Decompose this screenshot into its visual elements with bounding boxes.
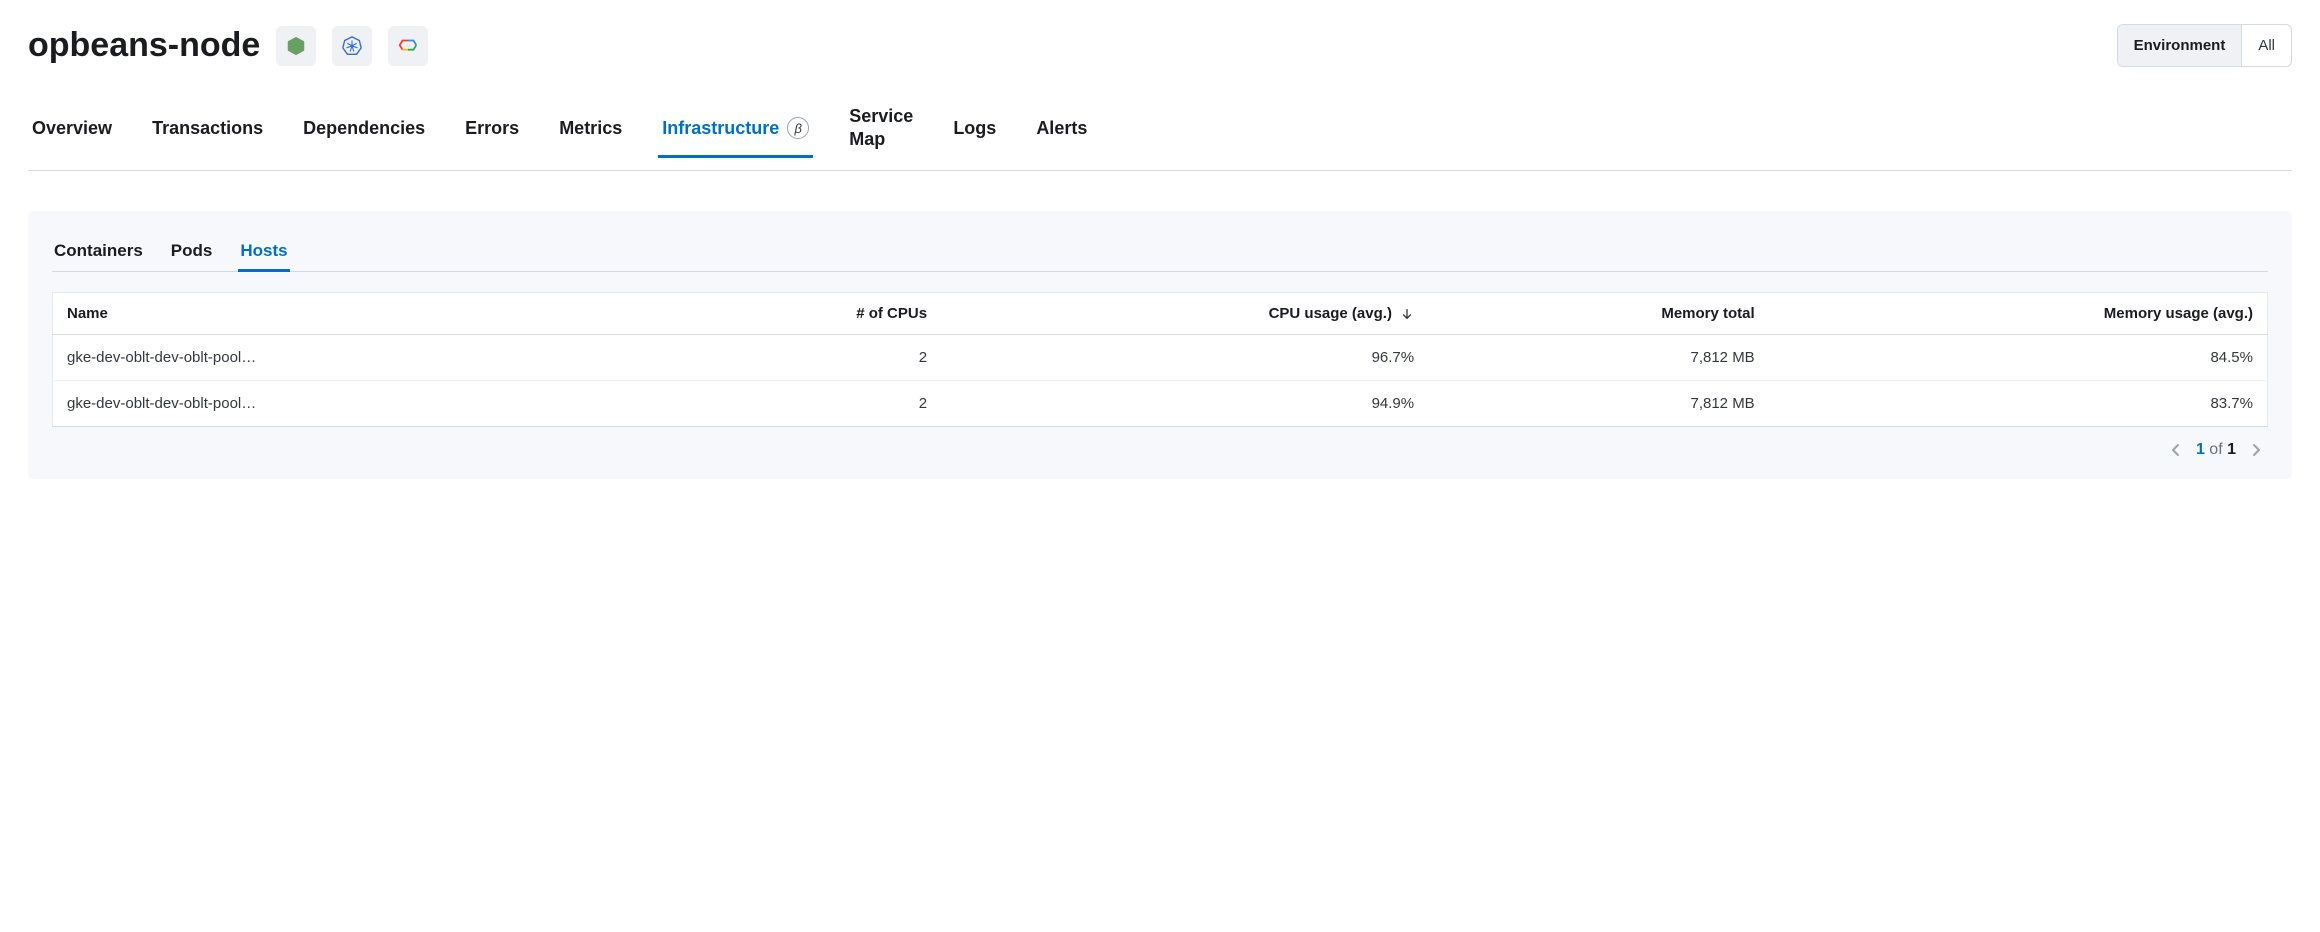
tab-service-map-label: ServiceMap	[849, 105, 913, 152]
subtab-hosts[interactable]: Hosts	[238, 231, 289, 271]
hosts-table: Name # of CPUs CPU usage (avg.) Memory t…	[52, 292, 2268, 427]
page-root: opbeans-node Environment All Overview Tr…	[0, 0, 2320, 503]
content-panel: Containers Pods Hosts Name # of CPUs CPU…	[28, 211, 2292, 479]
header-row: opbeans-node Environment All	[28, 24, 2292, 67]
tab-transactions[interactable]: Transactions	[148, 100, 267, 157]
sub-tabs: Containers Pods Hosts	[52, 231, 2268, 272]
gcp-icon[interactable]	[388, 26, 428, 66]
host-mem-total: 7,812 MB	[1428, 334, 1769, 380]
tab-overview[interactable]: Overview	[28, 100, 116, 157]
col-cpu-usage[interactable]: CPU usage (avg.)	[941, 292, 1428, 334]
page-next-icon[interactable]	[2248, 442, 2264, 458]
main-tabs: Overview Transactions Dependencies Error…	[28, 87, 2292, 171]
tab-dependencies[interactable]: Dependencies	[299, 100, 429, 157]
table-body: gke-dev-oblt-dev-oblt-pool… 2 96.7% 7,81…	[53, 334, 2268, 426]
host-name-link[interactable]: gke-dev-oblt-dev-oblt-pool…	[53, 334, 664, 380]
host-mem-total: 7,812 MB	[1428, 380, 1769, 426]
host-cpus: 2	[664, 380, 941, 426]
environment-value: All	[2242, 25, 2291, 66]
nodejs-icon[interactable]	[276, 26, 316, 66]
pagination: 1 of 1	[52, 427, 2268, 463]
page-total: 1	[2227, 441, 2236, 458]
col-cpus[interactable]: # of CPUs	[664, 292, 941, 334]
environment-label: Environment	[2118, 25, 2243, 66]
page-current: 1	[2196, 441, 2205, 458]
beta-badge: β	[787, 117, 809, 139]
title-group: opbeans-node	[28, 26, 428, 66]
table-row: gke-dev-oblt-dev-oblt-pool… 2 94.9% 7,81…	[53, 380, 2268, 426]
host-mem-usage: 84.5%	[1769, 334, 2268, 380]
tab-infrastructure-label: Infrastructure	[662, 118, 779, 139]
tab-infrastructure[interactable]: Infrastructure β	[658, 99, 813, 157]
host-cpu-usage: 94.9%	[941, 380, 1428, 426]
col-cpu-usage-label: CPU usage (avg.)	[1269, 305, 1392, 322]
host-cpus: 2	[664, 334, 941, 380]
host-cpu-usage: 96.7%	[941, 334, 1428, 380]
pagination-text: 1 of 1	[2196, 441, 2236, 459]
host-mem-usage: 83.7%	[1769, 380, 2268, 426]
subtab-pods[interactable]: Pods	[169, 231, 215, 271]
tab-metrics[interactable]: Metrics	[555, 100, 626, 157]
col-mem-total[interactable]: Memory total	[1428, 292, 1769, 334]
tab-logs[interactable]: Logs	[949, 100, 1000, 157]
table-row: gke-dev-oblt-dev-oblt-pool… 2 96.7% 7,81…	[53, 334, 2268, 380]
environment-selector[interactable]: Environment All	[2117, 24, 2292, 67]
col-mem-usage[interactable]: Memory usage (avg.)	[1769, 292, 2268, 334]
tab-alerts[interactable]: Alerts	[1032, 100, 1091, 157]
col-name[interactable]: Name	[53, 292, 664, 334]
tab-errors[interactable]: Errors	[461, 100, 523, 157]
page-of: of	[2209, 441, 2222, 458]
kubernetes-icon[interactable]	[332, 26, 372, 66]
page-title: opbeans-node	[28, 26, 260, 65]
tab-service-map[interactable]: ServiceMap	[845, 87, 917, 170]
host-name-link[interactable]: gke-dev-oblt-dev-oblt-pool…	[53, 380, 664, 426]
sort-desc-icon	[1400, 307, 1414, 321]
page-prev-icon[interactable]	[2168, 442, 2184, 458]
subtab-containers[interactable]: Containers	[52, 231, 145, 271]
table-header-row: Name # of CPUs CPU usage (avg.) Memory t…	[53, 292, 2268, 334]
